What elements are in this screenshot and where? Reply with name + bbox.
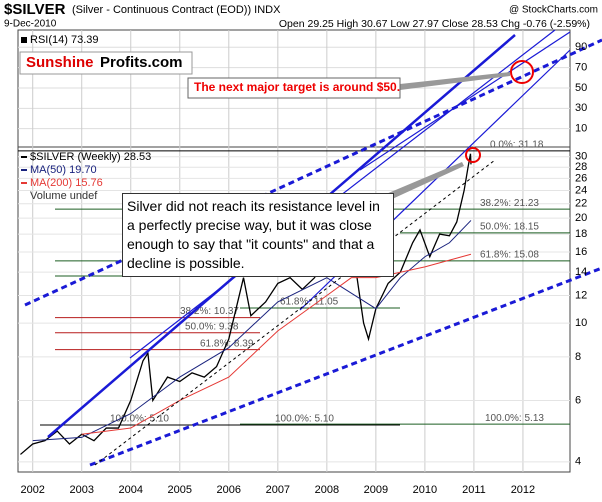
- fib-label: 100.0%: 5.13: [485, 413, 544, 424]
- source: @ StockCharts.com: [509, 5, 598, 16]
- y-tick-label: 10: [575, 123, 587, 135]
- y-tick-label: 30: [575, 151, 587, 163]
- y-tick-label: 16: [575, 246, 587, 258]
- legend-icon: [21, 37, 27, 43]
- y-tick-label: 6: [575, 394, 581, 406]
- series-line: [81, 253, 472, 435]
- legend-label: $SILVER (Weekly) 28.53: [30, 151, 151, 163]
- x-tick-label: 2006: [217, 484, 241, 496]
- symbol: $SILVER: [4, 1, 66, 18]
- logo-text: Profits.com: [100, 54, 183, 71]
- legend-label: MA(200) 15.76: [30, 177, 103, 189]
- x-tick-label: 2010: [413, 484, 437, 496]
- target-box: [187, 77, 401, 99]
- fib-label: 38.2%: 10.37: [180, 306, 239, 317]
- y-tick-label: 50: [575, 82, 587, 94]
- y-tick-label: 30: [575, 102, 587, 114]
- x-tick-label: 2009: [364, 484, 388, 496]
- series-line: [32, 220, 472, 442]
- x-tick-label: 2012: [511, 484, 535, 496]
- y-tick-label: 18: [575, 228, 587, 240]
- dotted-trend-line: [24, 38, 602, 307]
- y-tick-label: 12: [575, 289, 587, 301]
- date: 9-Dec-2010: [4, 19, 57, 30]
- x-tick-label: 2007: [266, 484, 290, 496]
- y-tick-label: 28: [575, 161, 587, 173]
- x-tick-label: 2008: [315, 484, 339, 496]
- x-tick-label: 2005: [168, 484, 192, 496]
- fib-label: 61.8%: 11.05: [280, 297, 339, 308]
- fib-label: 38.2%: 21.23: [480, 198, 539, 209]
- x-tick-label: 2011: [462, 484, 486, 496]
- fib-label: 50.0%: 9.38: [185, 321, 239, 332]
- y-tick-label: 8: [575, 351, 581, 363]
- series-line: [20, 153, 472, 455]
- y-tick-label: 20: [575, 212, 587, 224]
- y-tick-label: 14: [575, 266, 587, 278]
- legend-icon: [21, 156, 27, 158]
- y-tick-label: 4: [575, 456, 581, 468]
- logo-box: [19, 51, 193, 75]
- description: (Silver - Continuous Contract (EOD)) IND…: [72, 4, 281, 16]
- legend-label: MA(50) 19.70: [30, 164, 97, 176]
- quote: Open 29.25 High 30.67 Low 27.97 Close 28…: [279, 18, 590, 30]
- target-circle: [510, 60, 534, 84]
- fib-label: 61.8%: 15.08: [480, 250, 539, 261]
- y-tick-label: 10: [575, 317, 587, 329]
- y-tick-label: 26: [575, 172, 587, 184]
- trend-line: [359, 31, 571, 171]
- plot-frame: [17, 29, 571, 473]
- y-tick-label: 24: [575, 184, 587, 196]
- target-text: The next major target is around $50.: [194, 80, 400, 94]
- legend-icon: [21, 182, 27, 184]
- legend-label: Volume undef: [30, 190, 98, 202]
- x-tick-label: 2004: [119, 484, 143, 496]
- arrow: [400, 72, 510, 90]
- legend-icon: [21, 169, 27, 171]
- fib-label: 0.0%: 31.18: [490, 140, 544, 151]
- fib-label: 100.0%: 5.10: [275, 414, 334, 425]
- x-tick-label: 2003: [69, 484, 93, 496]
- dotted-trend-line: [89, 266, 602, 467]
- x-tick-label: 2002: [20, 484, 44, 496]
- panel-title: RSI(14) 73.39: [30, 34, 98, 46]
- y-tick-label: 22: [575, 198, 587, 210]
- y-tick-label: 70: [575, 62, 587, 74]
- y-tick-label: 90: [575, 41, 587, 53]
- top-circle: [465, 147, 481, 163]
- fib-label: 50.0%: 18.15: [480, 221, 539, 232]
- annotation-box: Silver did not reach its resistance leve…: [122, 193, 394, 277]
- logo-text: Sunshine: [26, 54, 94, 71]
- fib-label: 100.0%: 5.10: [110, 414, 169, 425]
